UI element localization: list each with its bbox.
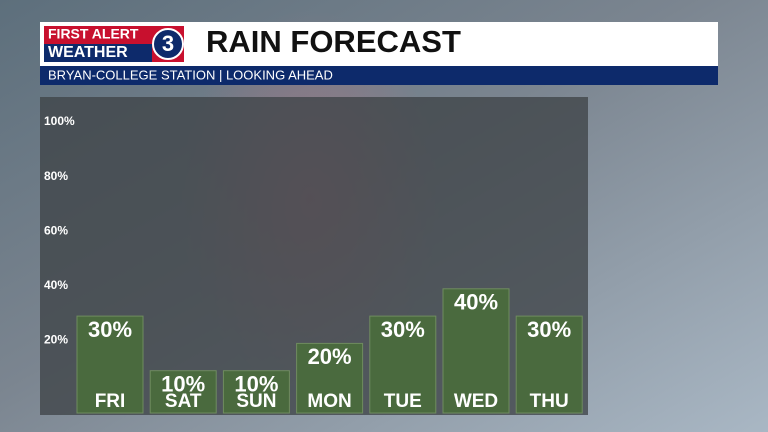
x-tick-label: THU (530, 391, 569, 412)
bar (76, 315, 144, 414)
bar (296, 342, 364, 414)
bar (222, 370, 290, 414)
y-tick-label: 20% (44, 333, 68, 347)
chart-title: RAIN FORECAST (206, 24, 461, 59)
x-tick-label: TUE (384, 391, 422, 412)
logo-bottom: WEATHER (48, 44, 128, 61)
x-tick-label: WED (454, 391, 498, 412)
y-tick-label: 80% (44, 169, 68, 183)
bar (442, 288, 510, 414)
bar (149, 370, 217, 414)
bar (515, 315, 583, 414)
chart-subtitle: BRYAN-COLLEGE STATION | LOOKING AHEAD (48, 67, 333, 82)
logo-lower (44, 44, 152, 62)
subtitle-bar (40, 66, 718, 85)
value-label: 40% (454, 290, 498, 315)
y-tick-label: 100% (44, 114, 75, 128)
value-label: 10% (161, 372, 205, 397)
value-label: 20% (308, 344, 352, 369)
logo-number: 3 (162, 31, 174, 56)
x-tick-label: SUN (236, 391, 276, 412)
logo-top: FIRST ALERT (48, 26, 139, 42)
value-label: 30% (381, 317, 425, 342)
logo-badge (152, 28, 184, 60)
y-tick-label: 60% (44, 223, 68, 237)
x-tick-label: MON (307, 391, 351, 412)
y-tick-label: 40% (44, 278, 68, 292)
x-tick-label: SAT (165, 391, 202, 412)
value-label: 10% (234, 372, 278, 397)
bar (369, 315, 437, 414)
value-label: 30% (88, 317, 132, 342)
value-label: 30% (527, 317, 571, 342)
x-tick-label: FRI (95, 391, 126, 412)
